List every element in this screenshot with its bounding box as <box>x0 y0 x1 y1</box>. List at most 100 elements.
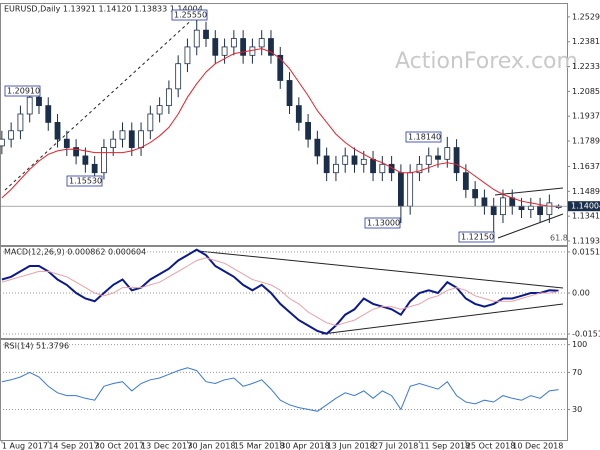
rsi-title: RSI(14) 51.3796 <box>4 342 69 351</box>
y-tick-label: 1.23810 <box>572 37 600 46</box>
y-tick-label: -0.015126 <box>572 330 600 339</box>
candle-body <box>435 155 441 160</box>
x-tick-label: 30 Oct 2017 <box>95 442 144 450</box>
annotation-box <box>171 9 208 21</box>
annotation-box <box>4 85 41 97</box>
candle-body <box>258 38 265 48</box>
candle-body <box>101 147 107 174</box>
candle-body <box>240 38 247 56</box>
price-title: EURUSD,Daily 1.13921 1.14120 1.13833 1.1… <box>4 5 203 14</box>
candle-body <box>91 163 98 174</box>
candle-body <box>175 63 182 90</box>
last-price-box <box>568 201 600 212</box>
candle-body <box>156 105 163 115</box>
candle-body <box>370 158 376 174</box>
candle-body <box>36 96 42 107</box>
y-tick-label: 1.14890 <box>572 187 600 196</box>
annotation: 1.12150 <box>461 233 494 242</box>
annotation-box <box>458 231 495 243</box>
candle-body <box>360 158 367 165</box>
candle-body <box>416 163 423 174</box>
candle-body <box>138 130 144 148</box>
candle-body <box>277 54 284 81</box>
x-tick-label: 30 Apr 2018 <box>280 442 329 450</box>
candle-body <box>110 138 117 148</box>
candle-body <box>203 29 209 39</box>
candle-body <box>8 130 15 140</box>
candle-body <box>462 172 469 190</box>
annotation-box <box>66 175 103 187</box>
candle-body <box>546 202 553 216</box>
candle-body <box>26 96 33 115</box>
y-tick-label: 1.13410 <box>572 212 600 221</box>
candle-body <box>286 80 293 107</box>
annotation: 1.20910 <box>7 87 40 96</box>
candle-body <box>221 46 228 56</box>
candle-body <box>314 138 321 157</box>
candle-body <box>351 155 358 165</box>
candle-body <box>184 46 191 65</box>
macd-trend-line <box>197 250 564 289</box>
candle-body <box>128 130 135 148</box>
candle-body <box>305 122 311 140</box>
y-tick-label: 1.22330 <box>572 62 600 71</box>
candle-body <box>17 113 24 132</box>
y-tick-label: 1.17890 <box>572 137 600 146</box>
candle-body <box>45 105 52 123</box>
candle-body <box>147 113 154 132</box>
candle-body <box>481 197 488 207</box>
y-tick-label: 100 <box>572 340 587 349</box>
candle-body <box>527 205 534 211</box>
x-tick-label: 14 Sep 2017 <box>48 442 99 450</box>
candle-body <box>230 38 237 48</box>
y-tick-label: 1.19370 <box>572 112 600 121</box>
annotation-box <box>405 131 442 143</box>
candle-body <box>73 147 79 157</box>
x-tick-label: 1 Aug 2017 <box>2 442 48 450</box>
candle-body <box>425 155 432 165</box>
channel-line <box>497 213 564 239</box>
candle-body <box>165 88 172 107</box>
y-tick-label: 70 <box>572 368 582 377</box>
candle-body <box>509 197 516 207</box>
watermark: ActionForex.com <box>395 49 578 74</box>
candle-body <box>342 155 349 165</box>
channel-line <box>494 187 564 196</box>
y-tick-label: 1.16370 <box>572 162 600 171</box>
annotation: 1.18140 <box>408 133 441 142</box>
candle-body <box>472 189 479 199</box>
candle-body <box>379 163 386 174</box>
candle-body <box>63 138 70 148</box>
annotation: 1.15530 <box>69 177 102 186</box>
candle-body <box>268 38 274 56</box>
candle-body <box>119 130 126 140</box>
candle-body <box>333 163 339 174</box>
line <box>1 48 559 207</box>
y-tick-label: 1.11930 <box>572 236 600 245</box>
price-panel <box>0 3 568 246</box>
candle-body <box>212 38 219 56</box>
x-tick-label: 25 Oct 2018 <box>466 442 515 450</box>
y-tick-label: 30 <box>572 405 582 414</box>
y-tick-label: 1.20850 <box>572 87 600 96</box>
candle-body <box>407 172 414 207</box>
line <box>1 367 559 412</box>
x-tick-label: 27 Jul 2018 <box>373 442 418 450</box>
line <box>1 248 559 335</box>
candle-body <box>54 122 61 140</box>
candle-body <box>518 205 525 211</box>
candle-body <box>444 147 451 160</box>
candle-body <box>537 205 543 216</box>
annotation: 61.8 <box>550 234 568 243</box>
candle-body <box>323 155 330 174</box>
x-tick-label: 13 Dec 2017 <box>141 442 192 450</box>
candle-body <box>193 29 200 48</box>
y-tick-label: 1.25290 <box>572 12 600 21</box>
y-tick-label: 0.015178 <box>572 247 600 256</box>
annotation-box <box>364 217 401 229</box>
candle-body <box>490 205 497 216</box>
candle-body <box>0 138 5 147</box>
x-tick-label: 13 Jun 2018 <box>327 442 375 450</box>
